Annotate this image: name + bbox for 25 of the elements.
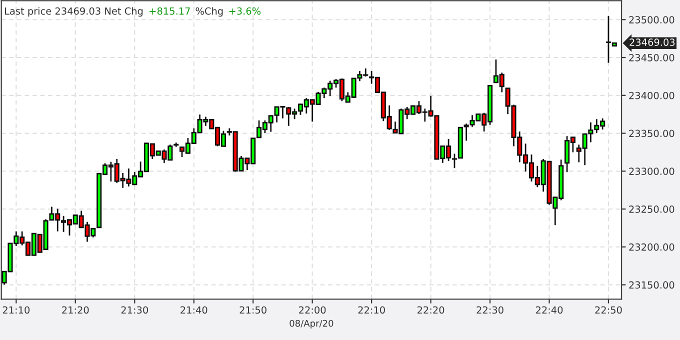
y-tick-label: 23150.00 <box>629 281 674 289</box>
x-tick-label: 21:40 <box>180 306 208 314</box>
annotation: +815.17 <box>150 7 190 15</box>
y-tick-label: 23200.00 <box>629 243 674 251</box>
x-tick-label: 22:10 <box>358 306 385 314</box>
annotation: %Chg <box>196 7 223 17</box>
annotation: +3.6% <box>229 7 261 15</box>
x-axis-title: 08/Apr/20 <box>290 320 334 328</box>
y-tick-label: 23500.00 <box>629 16 674 24</box>
y-tick-label: 23450.00 <box>629 54 674 62</box>
x-tick-label: 22:50 <box>595 306 622 314</box>
x-tick-label: 21:10 <box>2 306 30 314</box>
text: 23469.03 <box>630 38 675 46</box>
y-tick-label: 23300.00 <box>629 168 674 175</box>
x-tick-label: 22:20 <box>417 306 444 314</box>
annotation: Last price 23469.03 Net Chg <box>5 7 143 17</box>
x-tick-label: 22:30 <box>476 306 504 314</box>
x-tick-label: 22:40 <box>536 306 563 314</box>
y-tick-label: 23250.00 <box>629 206 674 213</box>
y-tick-label: 23350.00 <box>629 130 674 138</box>
x-tick-label: 21:20 <box>62 306 89 314</box>
x-tick-label: 22:00 <box>299 306 326 314</box>
x-tick-label: 21:50 <box>240 306 266 314</box>
x-tick-label: 21:30 <box>121 306 148 314</box>
y-tick-label: 23400.00 <box>629 92 674 100</box>
